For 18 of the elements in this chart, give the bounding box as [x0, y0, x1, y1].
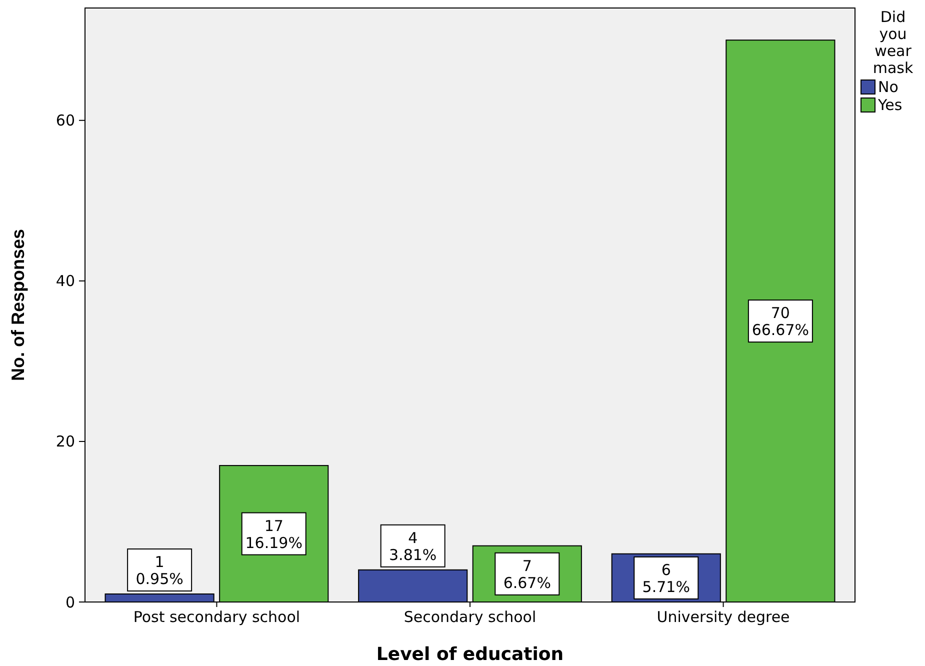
data-label: 4 3.81% — [389, 528, 437, 564]
data-label: 6 5.71% — [642, 560, 690, 596]
data-label: 7 6.67% — [503, 556, 551, 592]
x-tick-label: Post secondary school — [133, 608, 300, 626]
legend-title: Did you wear mask — [872, 8, 914, 77]
x-axis-title: Level of education — [376, 644, 564, 665]
data-label: 1 0.95% — [136, 552, 184, 588]
y-tick-label: 40 — [56, 272, 75, 290]
x-tick-label: Secondary school — [404, 608, 536, 626]
y-tick-label: 0 — [65, 593, 75, 612]
legend-label: Yes — [877, 96, 902, 114]
x-tick-label: University degree — [656, 608, 790, 626]
data-label: 17 16.19% — [245, 516, 302, 552]
data-label: 70 66.67% — [752, 304, 810, 340]
legend-label: No — [878, 78, 898, 96]
y-tick-label: 20 — [56, 432, 75, 451]
y-axis-title: No. of Responses — [8, 228, 28, 382]
y-tick-label: 60 — [56, 112, 75, 130]
